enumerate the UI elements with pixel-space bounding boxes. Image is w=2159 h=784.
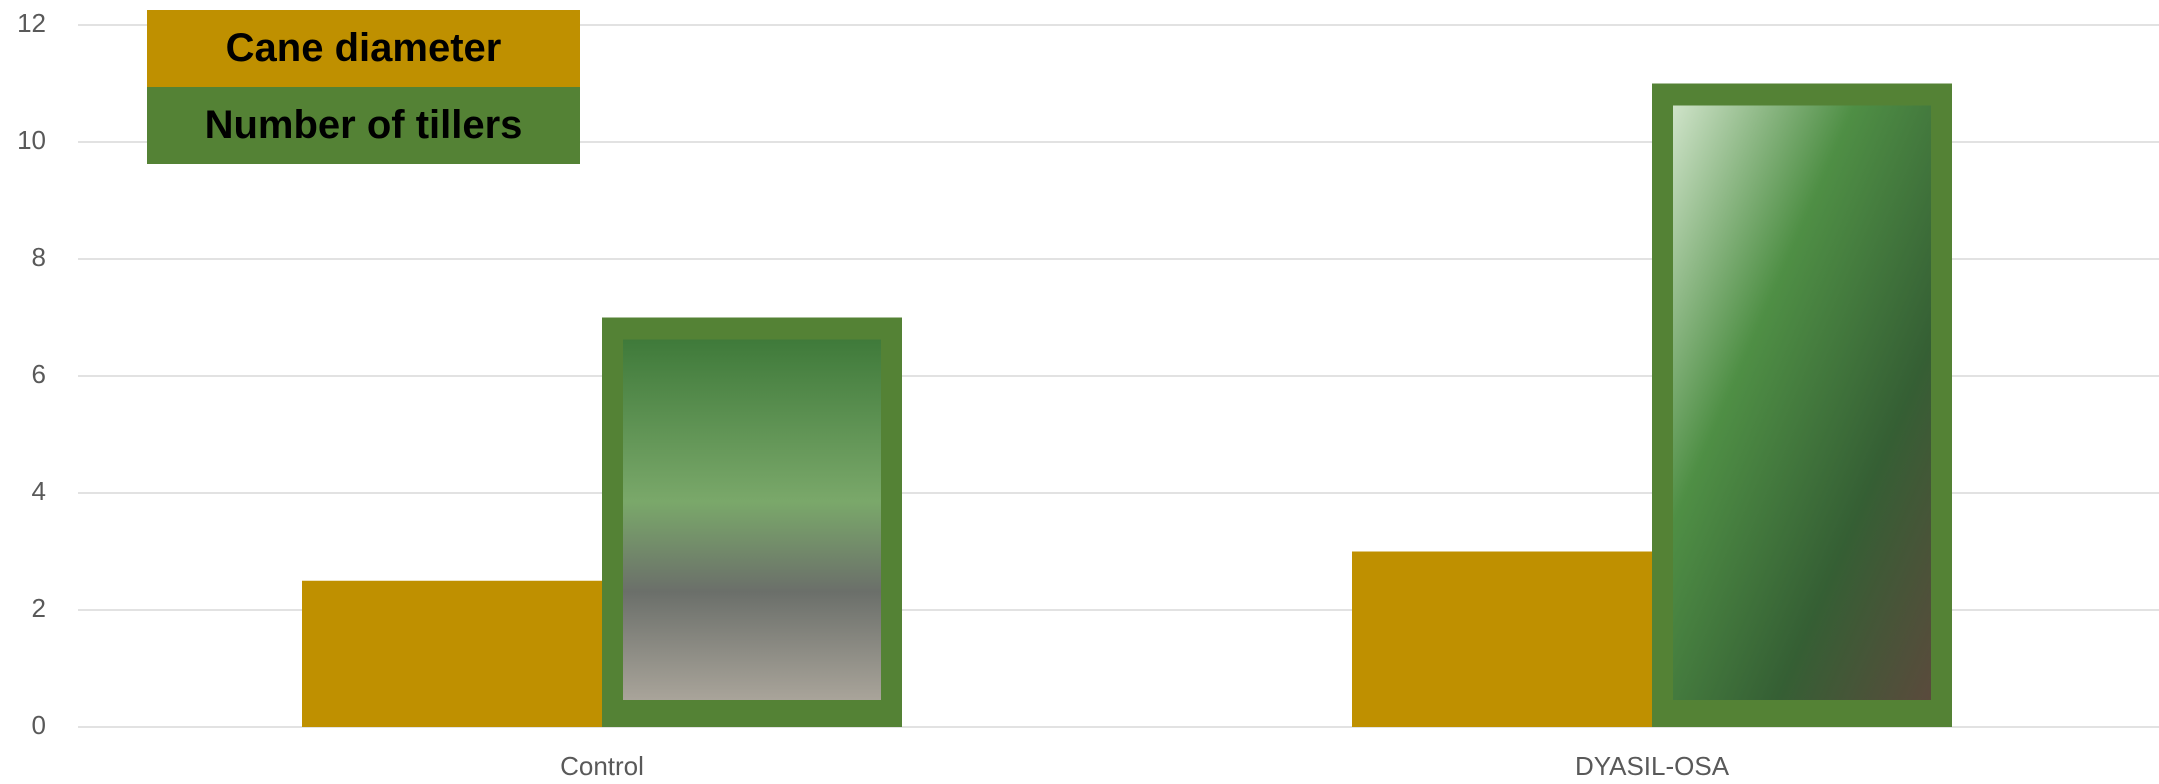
legend-label: Cane diameter bbox=[226, 26, 502, 70]
y-tick-label: 6 bbox=[32, 359, 46, 389]
bar-photo bbox=[623, 340, 881, 701]
bar-photo bbox=[1673, 106, 1931, 701]
legend: Cane diameter Number of tillers bbox=[147, 10, 580, 164]
y-tick-label: 8 bbox=[32, 242, 46, 272]
y-tick-label: 0 bbox=[32, 710, 46, 740]
x-tick-label: DYASIL-OSA bbox=[1575, 751, 1730, 781]
bar bbox=[1352, 552, 1652, 728]
bars: Control DYASIL-OSA bbox=[302, 84, 1952, 781]
y-tick-label: 12 bbox=[17, 8, 46, 38]
legend-label: Number of tillers bbox=[205, 103, 523, 147]
y-tick-label: 2 bbox=[32, 593, 46, 623]
y-tick-label: 10 bbox=[17, 125, 46, 155]
x-tick-label: Control bbox=[560, 751, 644, 781]
bar bbox=[302, 581, 602, 727]
y-tick-label: 4 bbox=[32, 476, 46, 506]
chart: 0 2 4 6 8 10 12 Control DYASIL-OSA Cane diamete… bbox=[0, 0, 2159, 784]
